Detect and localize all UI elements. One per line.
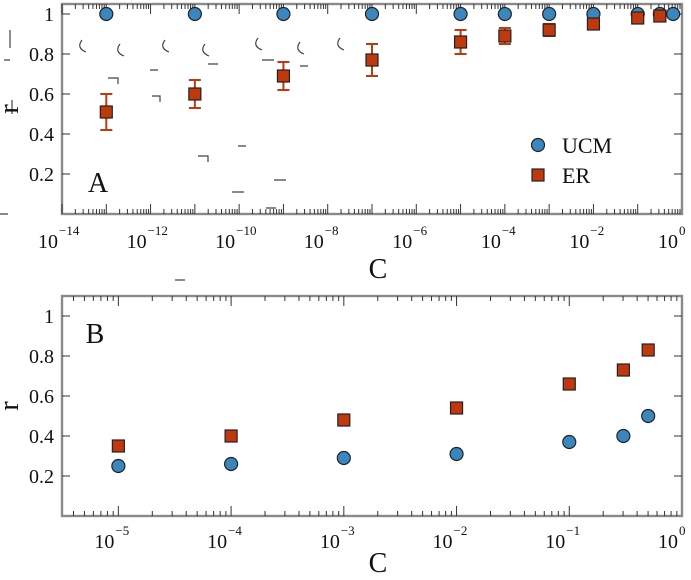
- er-point: [365, 53, 379, 67]
- er-point: [224, 429, 238, 443]
- y-tick-label: 0.2: [29, 466, 54, 488]
- x-tick-exponent: 0: [679, 223, 686, 238]
- y-axis-label: r: [0, 104, 25, 114]
- panel-a: 0.20.40.60.8110−1410−1210−1010−810−610−4…: [0, 2, 686, 285]
- er-point: [542, 23, 556, 37]
- ucm-point: [223, 456, 239, 472]
- x-tick-label: 10: [545, 531, 565, 553]
- x-tick-label: 10: [127, 231, 147, 253]
- ucm-point: [187, 6, 202, 22]
- x-tick-exponent: −2: [590, 223, 604, 238]
- ucm-point: [562, 434, 577, 450]
- er-point: [586, 17, 601, 31]
- er-point: [99, 105, 113, 119]
- y-tick-label: 0.4: [29, 426, 54, 448]
- er-point: [188, 87, 202, 101]
- x-tick-exponent: −10: [236, 223, 256, 238]
- x-tick-label: 10: [569, 231, 589, 253]
- ghost-artifacts: [0, 30, 345, 281]
- x-tick-exponent: −2: [454, 523, 468, 538]
- y-tick-label: 0.6: [29, 386, 54, 408]
- y-axis-label: r: [0, 401, 25, 411]
- ucm-point: [542, 6, 557, 22]
- x-tick-exponent: −14: [59, 223, 80, 238]
- x-tick-label: 10: [481, 231, 501, 253]
- ucm-point: [99, 6, 114, 22]
- x-tick-label: 10: [207, 531, 227, 553]
- x-tick-label: 10: [38, 231, 58, 253]
- x-tick-exponent: −5: [115, 523, 129, 538]
- ucm-point: [336, 450, 351, 466]
- x-tick-label: 10: [320, 531, 340, 553]
- x-tick-exponent: −3: [341, 523, 355, 538]
- x-tick-label: 10: [392, 231, 412, 253]
- er-point: [453, 35, 468, 49]
- er-point: [276, 69, 291, 83]
- y-tick-label: 0.4: [29, 124, 54, 146]
- y-tick-label: 0.6: [29, 84, 54, 106]
- y-tick-label: 0.8: [29, 346, 54, 368]
- er-point: [449, 401, 464, 415]
- x-tick-label: 10: [94, 531, 114, 553]
- x-tick-exponent: −6: [413, 223, 427, 238]
- x-tick-label: 10: [304, 231, 324, 253]
- y-tick-label: 1: [44, 306, 54, 328]
- x-axis-label: C: [369, 254, 388, 285]
- ucm-point: [641, 408, 656, 424]
- er-point: [631, 11, 645, 25]
- er-point: [498, 29, 512, 43]
- y-tick-label: 0.2: [29, 164, 54, 186]
- panel-letter: B: [86, 319, 105, 350]
- er-point: [562, 377, 576, 391]
- ucm-point: [111, 458, 126, 474]
- y-tick-label: 0.8: [29, 44, 54, 66]
- plot-frame: [60, 294, 684, 518]
- x-tick-exponent: 0: [679, 523, 686, 538]
- er-point: [653, 9, 667, 23]
- ucm-point: [497, 6, 512, 22]
- x-tick-exponent: −1: [566, 523, 580, 538]
- x-axis-label: C: [369, 548, 388, 575]
- ucm-point: [453, 6, 468, 22]
- legend-label-er: ER: [562, 163, 590, 188]
- x-tick-exponent: −4: [228, 523, 242, 538]
- x-tick-exponent: −8: [325, 223, 339, 238]
- y-tick-label: 1: [44, 4, 54, 26]
- x-tick-label: 10: [215, 231, 235, 253]
- ucm-point: [364, 6, 380, 22]
- er-point: [616, 363, 630, 377]
- ucm-point: [276, 6, 291, 22]
- x-tick-label: 10: [658, 231, 678, 253]
- x-tick-label: 10: [658, 531, 678, 553]
- panel-letter: A: [88, 168, 109, 199]
- legend-label-ucm: UCM: [562, 133, 612, 158]
- er-point: [337, 413, 351, 427]
- er-point: [111, 439, 125, 453]
- er-point: [641, 343, 655, 357]
- ucm-point: [616, 428, 631, 444]
- x-tick-exponent: −12: [148, 223, 168, 238]
- x-tick-label: 10: [433, 531, 453, 553]
- ucm-point: [449, 446, 464, 462]
- legend-marker-er: [531, 168, 545, 182]
- legend-marker-ucm: [530, 137, 546, 153]
- ucm-point: [666, 6, 681, 22]
- x-tick-exponent: −4: [502, 223, 516, 238]
